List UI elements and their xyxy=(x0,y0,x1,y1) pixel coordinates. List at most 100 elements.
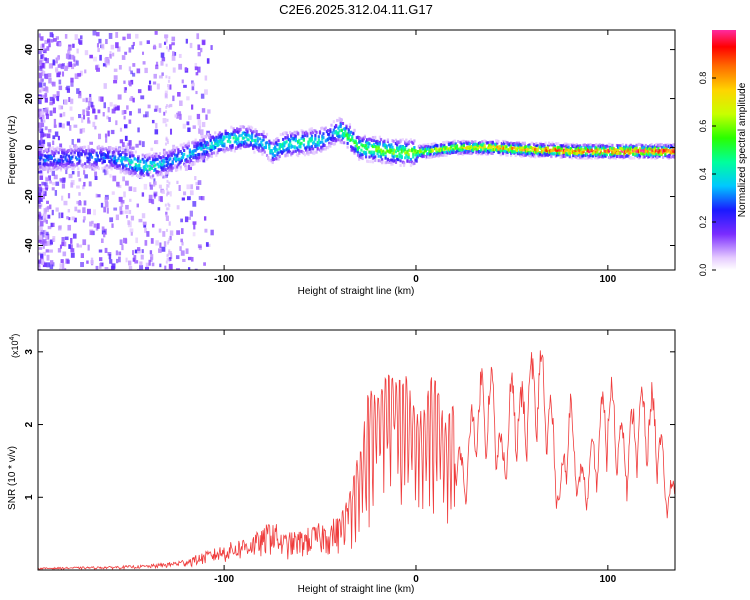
spectrogram-cell xyxy=(141,153,144,157)
spectrogram-cell xyxy=(607,149,611,153)
spectrogram-cell xyxy=(45,187,48,191)
spectrogram-cell xyxy=(128,148,132,152)
spectrogram-cell xyxy=(366,147,369,151)
spectrogram-cell xyxy=(39,240,44,245)
spectrogram-cell xyxy=(560,155,563,159)
spectrogram-cell xyxy=(92,165,95,169)
spectrogram-cell xyxy=(222,144,225,148)
spectrogram-cell xyxy=(204,228,208,233)
spectrogram-cell xyxy=(276,153,279,157)
spectrogram-cell xyxy=(651,155,654,159)
spectrogram-cell xyxy=(156,171,159,175)
spectrogram-cell xyxy=(240,143,243,147)
spectrogram-cell xyxy=(59,154,63,158)
colorbar-label: Normalized spectral amplitude xyxy=(737,82,748,217)
spectrogram-cell xyxy=(415,159,418,163)
spectrogram-cell xyxy=(496,145,499,149)
spectrogram-cell xyxy=(428,155,431,159)
spectrogram-cell xyxy=(90,148,94,152)
spectrogram-cell xyxy=(140,169,143,173)
spectrogram-cell xyxy=(314,143,317,147)
spectrogram-cell xyxy=(40,163,43,169)
spectrogram-cell xyxy=(354,139,357,143)
spectrogram-cell xyxy=(60,64,65,70)
spectrogram-cell xyxy=(360,153,363,157)
spectrogram-cell xyxy=(496,141,499,145)
spectrogram-cell xyxy=(514,143,517,147)
spectrogram-cell xyxy=(180,156,183,160)
spectrogram-cell xyxy=(101,226,105,231)
spectrogram-cell xyxy=(585,149,589,153)
spectrogram-cell xyxy=(49,32,54,38)
spectrogram-cell xyxy=(144,227,147,233)
spectrogram-cell xyxy=(371,135,375,139)
spectrogram-cell xyxy=(39,89,42,93)
spectrogram-cell xyxy=(59,263,63,268)
spectrogram-cell xyxy=(143,155,147,159)
spectrogram-cell xyxy=(101,147,104,151)
spectrogram-cell xyxy=(589,147,592,151)
spectrogram-cell xyxy=(109,217,114,223)
spectrogram-cell xyxy=(297,148,300,152)
spectrogram-cell xyxy=(549,152,552,156)
spectrogram-cell xyxy=(132,167,135,171)
spectrogram-cell xyxy=(173,146,177,150)
spectrogram-cell xyxy=(172,157,175,161)
spectrogram-cell xyxy=(577,148,581,152)
spectrogram-cell xyxy=(64,164,67,168)
spectrogram-cell xyxy=(313,129,316,133)
spectrogram-cell xyxy=(341,121,345,125)
colorbar-tick-label: 0.2 xyxy=(698,216,708,229)
spectrogram-cell xyxy=(311,151,315,155)
spectrogram-cell xyxy=(376,149,379,153)
spectrogram-cell xyxy=(306,134,309,138)
spectrogram-cell xyxy=(148,80,152,85)
spectrogram-cell xyxy=(271,158,274,162)
spectrogram-cell xyxy=(477,143,480,147)
spectrogram-cell xyxy=(158,107,162,113)
spectrogram-cell xyxy=(619,151,622,155)
spectrogram-cell xyxy=(155,139,159,145)
spectrogram-cell xyxy=(67,224,72,231)
spectrogram-cell xyxy=(399,144,402,148)
spectrogram-cell xyxy=(187,143,190,147)
spectrogram-cell xyxy=(47,214,51,219)
spectrogram-cell xyxy=(663,148,666,152)
spectrogram-cell xyxy=(178,157,181,161)
spectrogram-cell xyxy=(377,146,380,150)
spectrogram-cell xyxy=(389,159,392,163)
spectrogram-cell xyxy=(45,74,49,80)
spectrogram-cell xyxy=(650,153,653,157)
spectrogram-cell xyxy=(475,147,478,151)
spectrogram-cell xyxy=(46,133,51,139)
spectrogram-cell xyxy=(276,143,279,147)
spectrogram-cell xyxy=(501,147,505,151)
spectrogram-cell xyxy=(432,142,436,146)
spectrogram-cell xyxy=(506,150,509,154)
spectrogram-cell xyxy=(283,141,286,145)
spectrogram-cell xyxy=(142,51,145,55)
spectrogram-cell xyxy=(48,43,51,48)
spectrogram-cell xyxy=(245,135,248,139)
spectrogram-cell xyxy=(363,150,366,154)
spectrogram-cell xyxy=(557,145,560,149)
spectrogram-cell xyxy=(364,152,368,156)
spectrogram-cell xyxy=(134,165,137,169)
spectrogram-cell xyxy=(140,95,145,100)
spectrogram-cell xyxy=(261,148,264,152)
spectrogram-cell xyxy=(123,168,126,172)
spectrogram-cell xyxy=(168,249,171,253)
spectrogram-cell xyxy=(161,173,164,177)
spectrogram-cell xyxy=(309,139,312,143)
spectrogram-cell xyxy=(310,136,314,140)
spectrogram-cell xyxy=(423,143,426,147)
spectrogram-cell xyxy=(239,128,242,132)
spectrogram-cell xyxy=(68,217,71,221)
spectrogram-cell xyxy=(544,148,547,152)
spectrogram-cell xyxy=(613,154,616,158)
spectrogram-cell xyxy=(108,268,111,270)
spectrogram-cell xyxy=(225,131,228,135)
colorbar-gradient xyxy=(712,30,736,270)
spectrogram-cell xyxy=(538,154,541,158)
spectrogram-cell xyxy=(387,143,391,147)
